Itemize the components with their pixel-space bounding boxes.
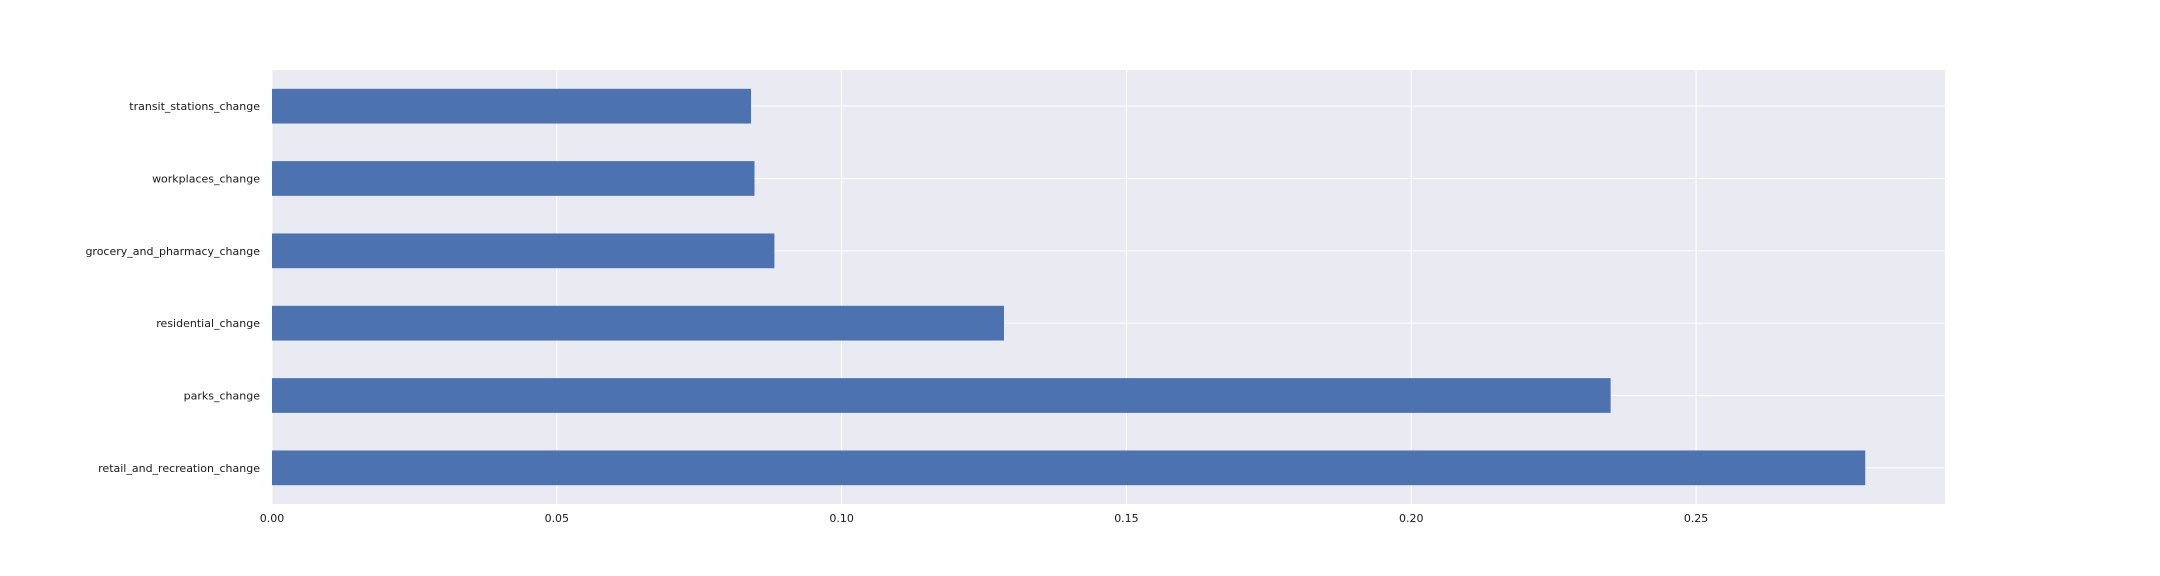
y-tick-label: transit_stations_change <box>129 100 260 113</box>
x-tick-label: 0.05 <box>545 512 570 525</box>
bar-residential-change <box>272 305 1004 341</box>
bar-retail-and-recreation-change <box>272 450 1866 486</box>
x-tick-label: 0.25 <box>1684 512 1709 525</box>
x-tick-label: 0.10 <box>829 512 854 525</box>
x-tick-labels: 0.00 0.05 0.10 0.15 0.20 0.25 <box>260 512 1709 525</box>
y-tick-label: parks_change <box>184 390 261 403</box>
x-tick-label: 0.15 <box>1114 512 1139 525</box>
x-tick-label: 0.00 <box>260 512 285 525</box>
bars <box>272 88 1866 486</box>
y-tick-label: workplaces_change <box>152 173 260 186</box>
y-tick-label: retail_and_recreation_change <box>98 462 260 475</box>
y-tick-label: grocery_and_pharmacy_change <box>85 245 260 258</box>
bar-workplaces-change <box>272 161 755 196</box>
bar-parks-change <box>272 378 1611 413</box>
bar-transit-stations-change <box>272 88 752 124</box>
x-tick-label: 0.20 <box>1399 512 1424 525</box>
y-tick-labels: retail_and_recreation_change parks_change… <box>85 100 260 475</box>
bar-grocery-and-pharmacy-change <box>272 233 775 269</box>
plot-area <box>272 70 1945 504</box>
y-tick-label: residential_change <box>156 317 260 330</box>
